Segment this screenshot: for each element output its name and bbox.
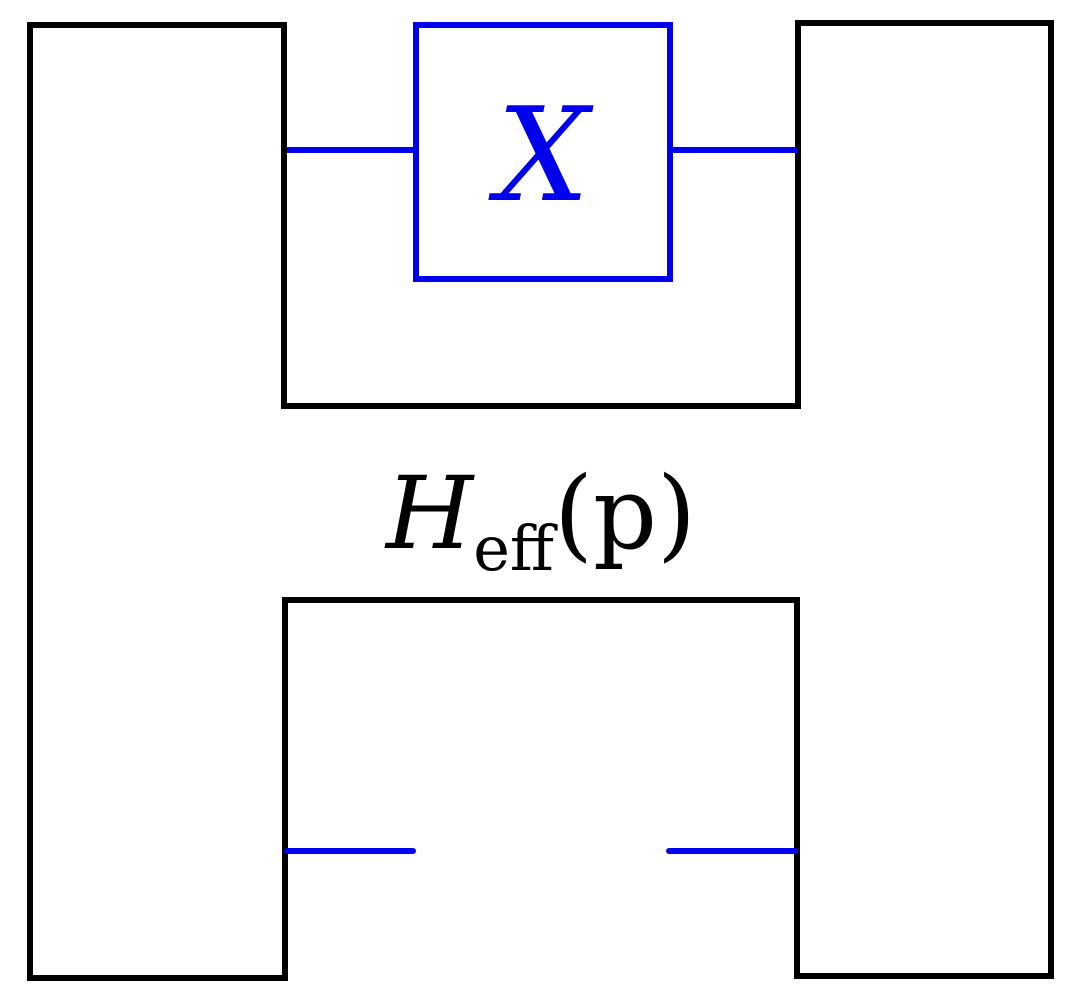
- h-shape-outline: [27, 20, 1054, 981]
- hamiltonian-argument: (p): [554, 455, 696, 572]
- hamiltonian-symbol: H: [384, 455, 475, 572]
- hamiltonian-label: Heff(p): [384, 455, 696, 585]
- hamiltonian-subscript: eff: [473, 512, 558, 585]
- operator-label: X: [488, 79, 594, 231]
- operator-box: [413, 22, 673, 282]
